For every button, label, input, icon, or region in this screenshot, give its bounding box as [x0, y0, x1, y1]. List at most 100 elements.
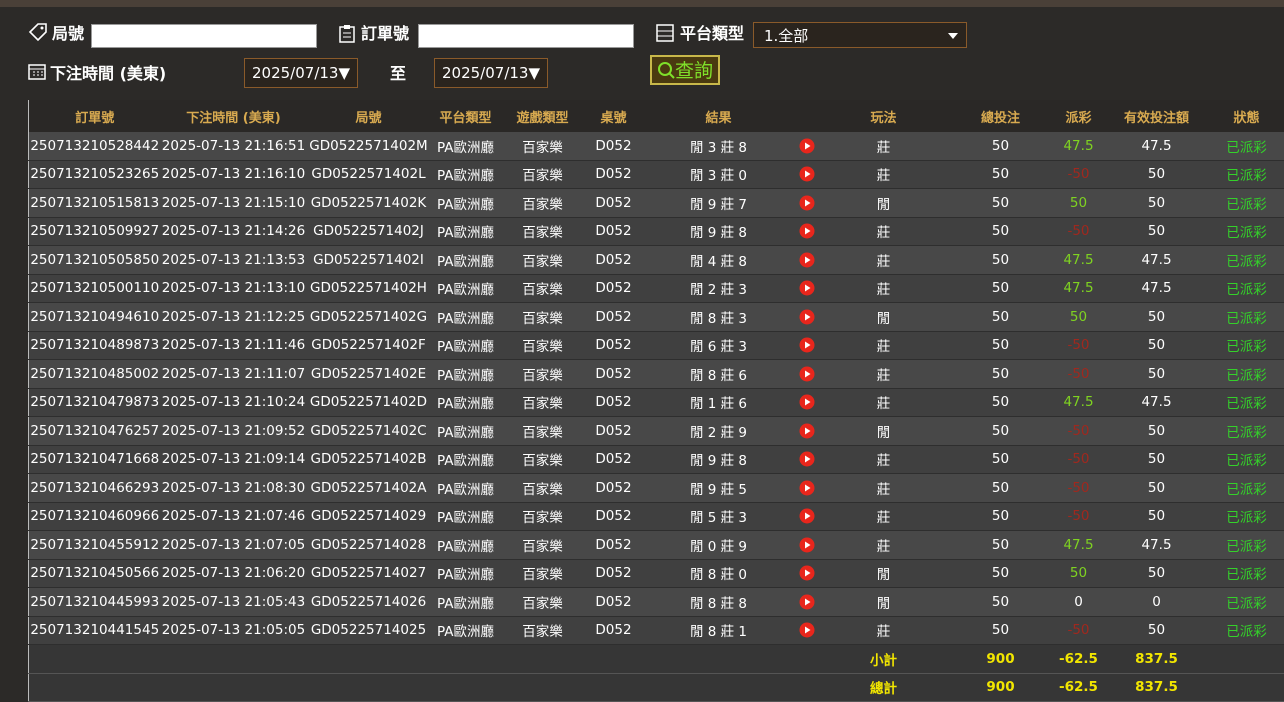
play-icon[interactable]: [799, 451, 815, 467]
replay-cell[interactable]: [795, 303, 819, 332]
cell: PA歐洲廳: [431, 331, 501, 360]
cell: 47.5: [1053, 132, 1105, 160]
play-icon[interactable]: [799, 223, 815, 239]
cell: 250713210528442: [29, 132, 161, 160]
cell: 250713210445993: [29, 588, 161, 617]
blank-cell: [431, 673, 501, 702]
play-icon[interactable]: [799, 594, 815, 610]
cell: 2025-07-13 21:09:14: [161, 445, 307, 474]
cell: D052: [585, 217, 643, 246]
date-from[interactable]: 2025/07/13▼: [244, 58, 358, 88]
cell: 47.5: [1105, 531, 1209, 560]
cell: 50: [1053, 303, 1105, 332]
order-input[interactable]: [418, 24, 634, 48]
cell: 百家樂: [501, 531, 585, 560]
cell: 250713210476257: [29, 417, 161, 446]
play-icon[interactable]: [799, 366, 815, 382]
play-icon[interactable]: [799, 337, 815, 353]
cell: 250713210505850: [29, 246, 161, 275]
replay-cell[interactable]: [795, 531, 819, 560]
cell: 百家樂: [501, 160, 585, 189]
play-icon[interactable]: [799, 480, 815, 496]
replay-cell[interactable]: [795, 474, 819, 503]
cell: 百家樂: [501, 360, 585, 389]
cell: 2025-07-13 21:13:53: [161, 246, 307, 275]
cell: 已派彩: [1209, 217, 1284, 246]
cell: 已派彩: [1209, 388, 1284, 417]
play-icon[interactable]: [799, 280, 815, 296]
summary-valid-bet: 837.5: [1105, 645, 1209, 674]
replay-cell[interactable]: [795, 559, 819, 588]
play-icon[interactable]: [799, 565, 815, 581]
replay-cell[interactable]: [795, 217, 819, 246]
date-to[interactable]: 2025/07/13▼: [434, 58, 548, 88]
replay-cell[interactable]: [795, 360, 819, 389]
replay-cell[interactable]: [795, 445, 819, 474]
round-input[interactable]: [91, 24, 317, 48]
replay-cell[interactable]: [795, 189, 819, 218]
replay-cell[interactable]: [795, 331, 819, 360]
cell: 百家樂: [501, 502, 585, 531]
cell: GD0522571402B: [307, 445, 431, 474]
cell: -50: [1053, 217, 1105, 246]
replay-cell[interactable]: [795, 132, 819, 160]
play-icon[interactable]: [799, 537, 815, 553]
blank-cell: [29, 673, 161, 702]
summary-label: 小計: [819, 645, 949, 674]
replay-cell[interactable]: [795, 388, 819, 417]
replay-cell[interactable]: [795, 616, 819, 645]
cell: GD0522571402H: [307, 274, 431, 303]
cell: GD05225714025: [307, 616, 431, 645]
play-icon[interactable]: [799, 166, 815, 182]
cell: 50: [1105, 474, 1209, 503]
search-button[interactable]: 查詢: [650, 55, 720, 85]
play-icon[interactable]: [799, 508, 815, 524]
list-icon: [656, 24, 674, 42]
cell: 已派彩: [1209, 445, 1284, 474]
play-icon[interactable]: [799, 252, 815, 268]
cell: PA歐洲廳: [431, 445, 501, 474]
replay-cell[interactable]: [795, 417, 819, 446]
play-icon[interactable]: [799, 309, 815, 325]
cell: 閒: [819, 189, 949, 218]
cell: 50: [1105, 360, 1209, 389]
blank-cell: [643, 673, 795, 702]
cell: D052: [585, 303, 643, 332]
cell: D052: [585, 588, 643, 617]
cell: 2025-07-13 21:14:26: [161, 217, 307, 246]
play-icon[interactable]: [799, 423, 815, 439]
cell: -50: [1053, 445, 1105, 474]
play-icon[interactable]: [799, 195, 815, 211]
blank-cell: [161, 673, 307, 702]
cell: 250713210441545: [29, 616, 161, 645]
replay-cell[interactable]: [795, 502, 819, 531]
blank-cell: [643, 645, 795, 674]
blank-cell: [795, 673, 819, 702]
cell: 百家樂: [501, 217, 585, 246]
replay-cell[interactable]: [795, 246, 819, 275]
play-icon[interactable]: [799, 622, 815, 638]
cell: GD05225714027: [307, 559, 431, 588]
play-icon[interactable]: [799, 394, 815, 410]
cell: -50: [1053, 160, 1105, 189]
cell: 2025-07-13 21:15:10: [161, 189, 307, 218]
cell: 2025-07-13 21:13:10: [161, 274, 307, 303]
platform-value: 1.全部: [764, 27, 808, 45]
cell: 2025-07-13 21:09:52: [161, 417, 307, 446]
cell: GD0522571402D: [307, 388, 431, 417]
cell: 閒 0 莊 9: [643, 531, 795, 560]
cell: 2025-07-13 21:12:25: [161, 303, 307, 332]
play-icon[interactable]: [799, 138, 815, 154]
replay-cell[interactable]: [795, 274, 819, 303]
blank-cell: [1209, 673, 1284, 702]
cell: 閒 3 莊 8: [643, 132, 795, 160]
cell: 50: [1105, 160, 1209, 189]
replay-cell[interactable]: [795, 160, 819, 189]
platform-select[interactable]: 1.全部: [753, 22, 967, 48]
replay-cell[interactable]: [795, 588, 819, 617]
cell: 50: [949, 360, 1053, 389]
cell: 250713210466293: [29, 474, 161, 503]
